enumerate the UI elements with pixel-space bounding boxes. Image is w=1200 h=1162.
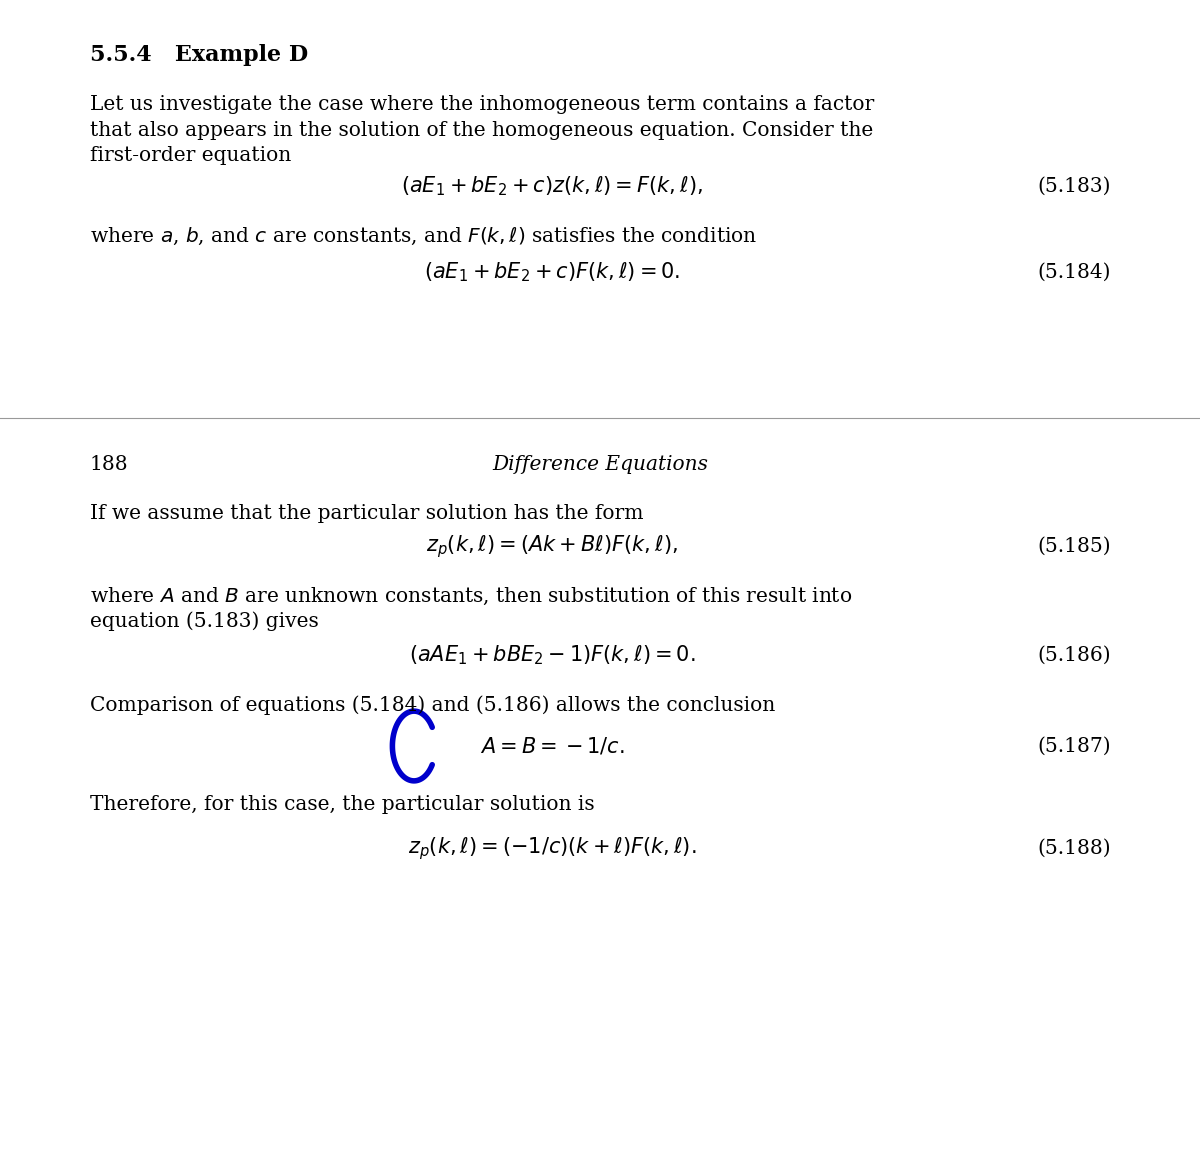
Text: $A = B = -1/c.$: $A = B = -1/c.$ (480, 736, 624, 756)
Text: $(aE_1 + bE_2 + c)F(k, \ell) = 0.$: $(aE_1 + bE_2 + c)F(k, \ell) = 0.$ (424, 260, 680, 284)
Text: (5.184): (5.184) (1037, 263, 1111, 281)
Text: where $A$ and $B$ are unknown constants, then substitution of this result into: where $A$ and $B$ are unknown constants,… (90, 586, 852, 607)
Text: that also appears in the solution of the homogeneous equation. Consider the: that also appears in the solution of the… (90, 121, 874, 139)
Text: equation (5.183) gives: equation (5.183) gives (90, 611, 319, 631)
Text: where $a$, $b$, and $c$ are constants, and $F(k, \ell)$ satisfies the condition: where $a$, $b$, and $c$ are constants, a… (90, 225, 757, 246)
Text: $(aAE_1 + bBE_2 - 1)F(k, \ell) = 0.$: $(aAE_1 + bBE_2 - 1)F(k, \ell) = 0.$ (409, 644, 695, 667)
Text: $z_p(k, \ell) = (Ak + B\ell)F(k, \ell),$: $z_p(k, \ell) = (Ak + B\ell)F(k, \ell),$ (426, 532, 678, 560)
Text: (5.187): (5.187) (1037, 737, 1111, 755)
Text: first-order equation: first-order equation (90, 146, 292, 165)
Text: If we assume that the particular solution has the form: If we assume that the particular solutio… (90, 504, 643, 523)
Text: 5.5.4   Example D: 5.5.4 Example D (90, 44, 308, 66)
Text: Comparison of equations (5.184) and (5.186) allows the conclusion: Comparison of equations (5.184) and (5.1… (90, 695, 775, 715)
Text: $z_p(k, \ell) = (-1/c)(k + \ell)F(k, \ell).$: $z_p(k, \ell) = (-1/c)(k + \ell)F(k, \el… (408, 834, 696, 862)
Text: 188: 188 (90, 456, 128, 474)
Text: (5.183): (5.183) (1037, 177, 1111, 195)
Text: Difference Equations: Difference Equations (492, 456, 708, 474)
Text: Therefore, for this case, the particular solution is: Therefore, for this case, the particular… (90, 795, 595, 813)
Text: (5.185): (5.185) (1037, 537, 1111, 555)
Text: (5.188): (5.188) (1037, 839, 1111, 858)
Text: Let us investigate the case where the inhomogeneous term contains a factor: Let us investigate the case where the in… (90, 95, 875, 114)
Text: (5.186): (5.186) (1037, 646, 1111, 665)
Text: $(aE_1 + bE_2 + c)z(k, \ell) = F(k, \ell),$: $(aE_1 + bE_2 + c)z(k, \ell) = F(k, \ell… (401, 174, 703, 198)
